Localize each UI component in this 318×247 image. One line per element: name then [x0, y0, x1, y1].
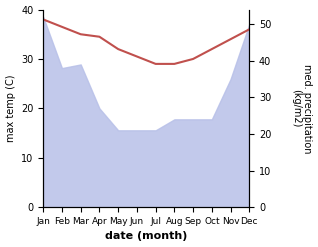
Y-axis label: max temp (C): max temp (C) — [5, 75, 16, 142]
Y-axis label: med. precipitation
(kg/m2): med. precipitation (kg/m2) — [291, 64, 313, 153]
X-axis label: date (month): date (month) — [105, 231, 187, 242]
